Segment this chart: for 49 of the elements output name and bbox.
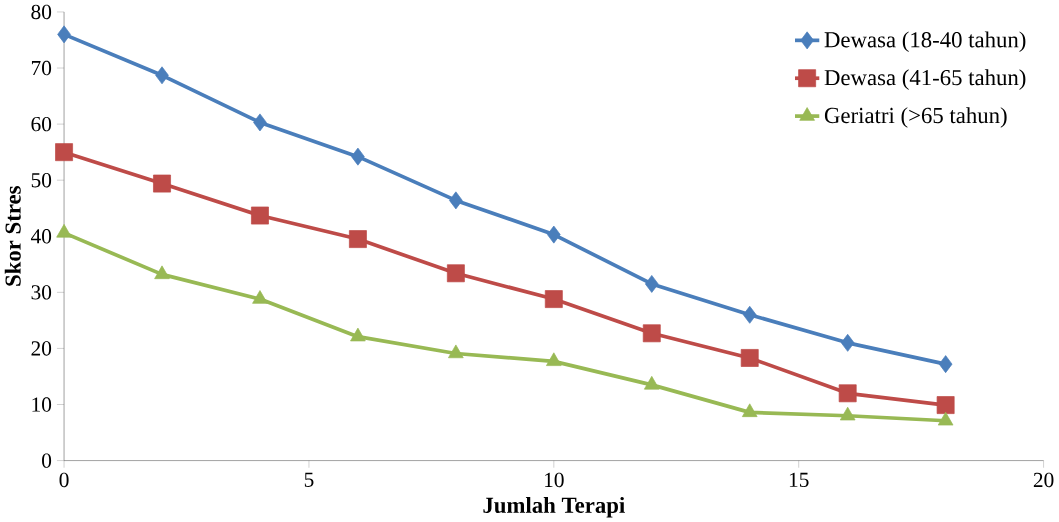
y-tick-label: 0 — [42, 453, 52, 468]
point — [448, 344, 464, 358]
x-tick-label: 5 — [304, 472, 314, 487]
point — [446, 264, 465, 283]
point — [56, 223, 72, 238]
point — [742, 305, 757, 324]
y-tick-label: 40 — [30, 228, 52, 244]
y-tick-label: 60 — [31, 116, 52, 132]
point — [55, 143, 73, 161]
x-tick-label: 20 — [1033, 472, 1054, 487]
point — [251, 206, 269, 225]
point — [645, 274, 659, 293]
point — [351, 147, 365, 166]
point — [839, 406, 856, 421]
y-tick-label: 10 — [32, 397, 52, 412]
point — [740, 348, 759, 367]
legend-label: Geriatri (>65 tahun) — [824, 106, 1007, 128]
point — [741, 403, 758, 417]
point — [154, 265, 170, 279]
point — [153, 174, 171, 193]
point — [544, 290, 563, 308]
point — [349, 230, 367, 248]
legend-label: Dewasa (41-65 tahun) — [824, 69, 1026, 90]
point — [546, 352, 562, 366]
point — [57, 25, 71, 44]
x-tick-label: 0 — [59, 472, 69, 487]
y-tick-label: 30 — [31, 284, 52, 300]
point — [936, 396, 955, 414]
x-tick-label: 15 — [789, 472, 809, 487]
point — [350, 327, 366, 342]
y-tick-label: 20 — [31, 341, 52, 356]
point — [938, 355, 953, 373]
point — [252, 290, 268, 304]
x-axis-title: Jumlah Terapi — [483, 496, 625, 518]
x-tick-label: 10 — [545, 472, 564, 487]
point — [253, 113, 267, 132]
point — [840, 333, 855, 352]
point — [642, 324, 661, 343]
point — [449, 191, 463, 210]
legend-label: Dewasa (18-40 tahun) — [824, 31, 1026, 52]
y-tick-label: 50 — [31, 172, 52, 188]
y-tick-label: 80 — [31, 4, 52, 19]
point — [547, 225, 561, 244]
point — [644, 375, 660, 390]
y-tick-label: 70 — [31, 60, 52, 76]
point — [937, 411, 954, 426]
point — [155, 66, 169, 85]
y-axis-title: Skor Stres — [4, 185, 21, 286]
point — [838, 384, 857, 403]
